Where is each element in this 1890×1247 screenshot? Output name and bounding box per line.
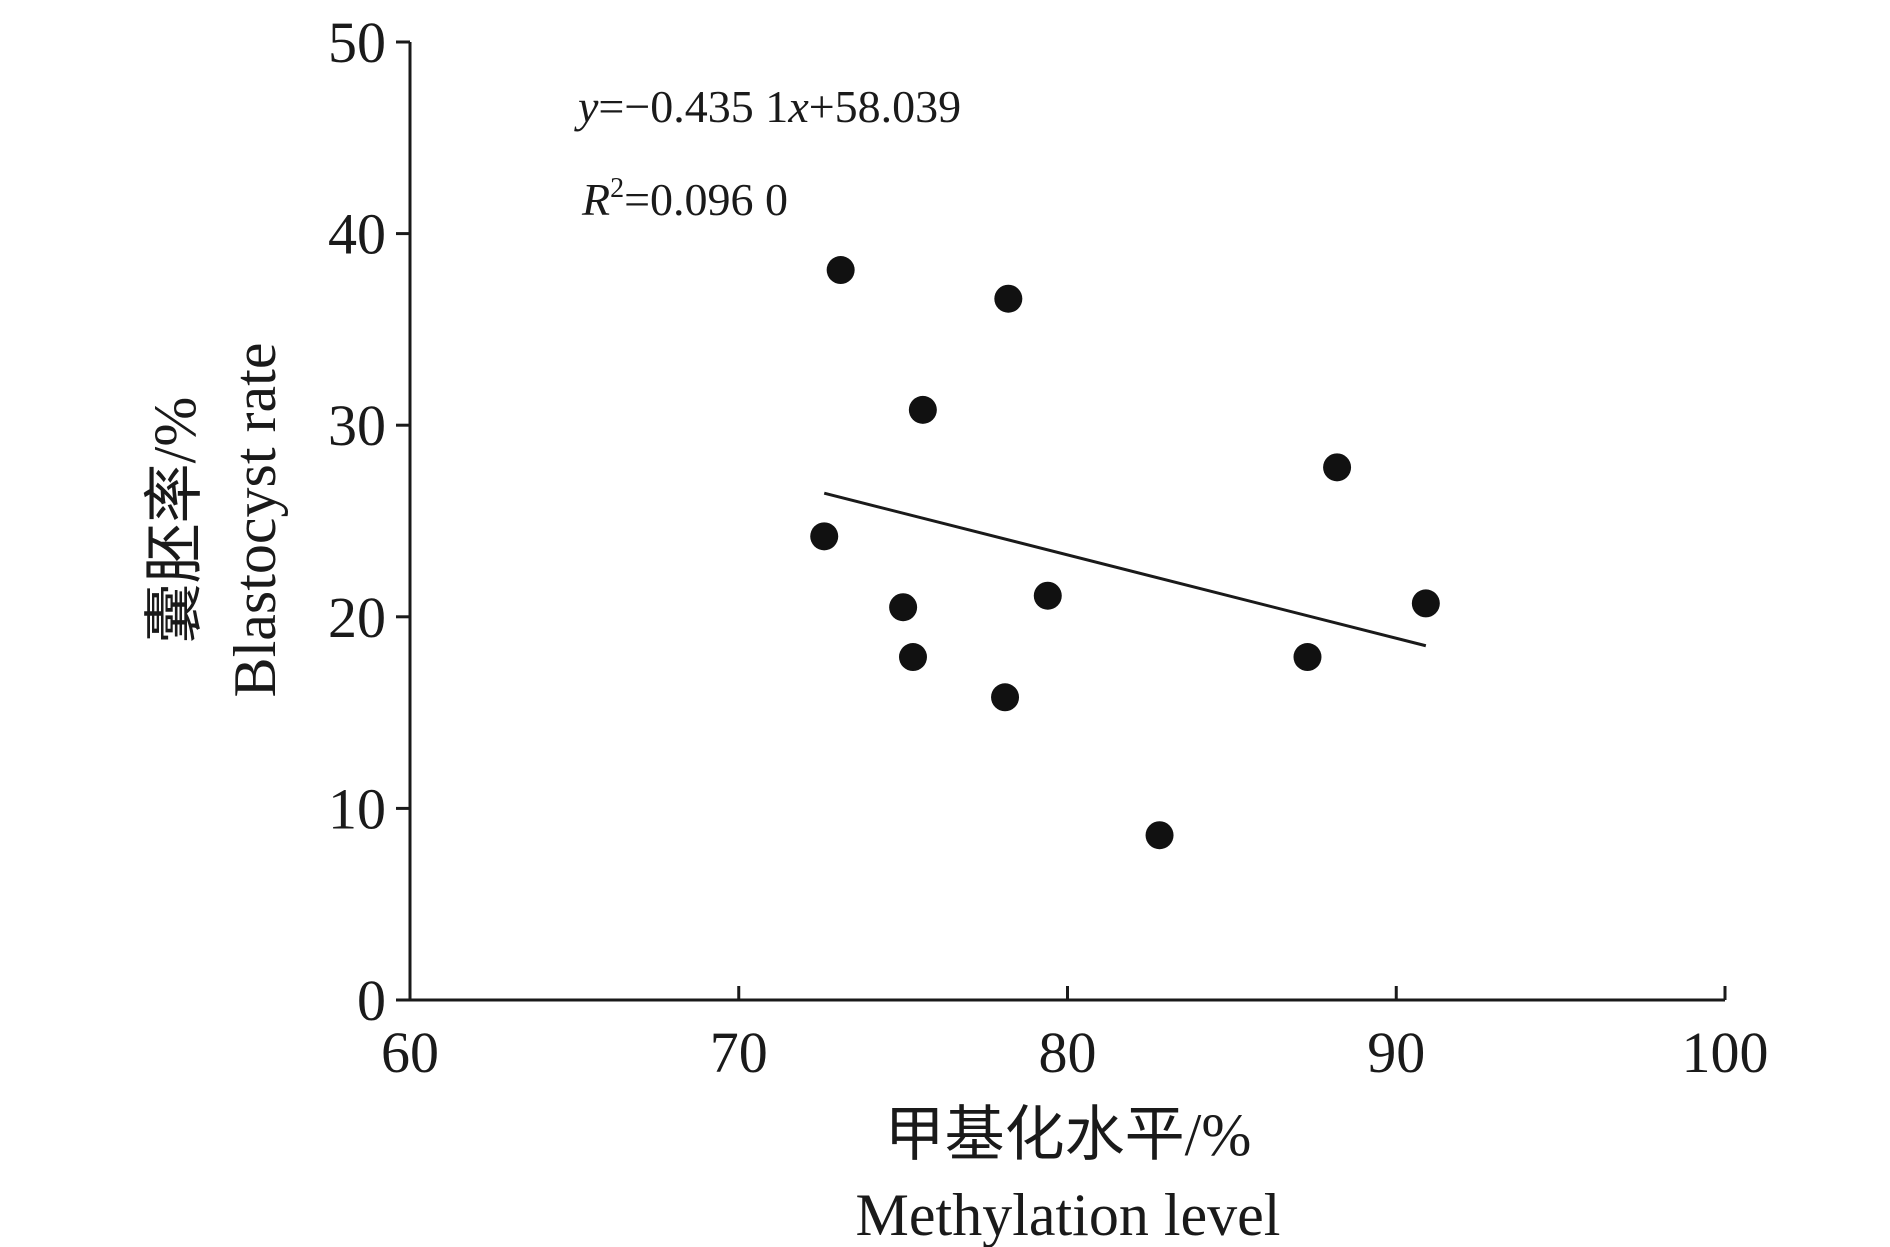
x-tick-label: 80 — [1039, 1020, 1097, 1085]
data-point — [826, 256, 855, 285]
data-point — [991, 683, 1020, 712]
data-point — [908, 395, 937, 424]
r-squared-annotation: R2=0.096 0 — [581, 173, 788, 225]
equation-var-x: x — [787, 81, 809, 132]
y-axis-title-en: Blastocyst rate — [222, 343, 288, 698]
x-axis-title-en: Methylation level — [856, 1182, 1281, 1247]
y-axis-title-cn: 囊胚率/% — [142, 397, 208, 644]
r-squared-var: R — [581, 174, 610, 225]
y-tick-label: 20 — [328, 585, 386, 650]
data-point — [994, 284, 1023, 313]
regression-equation: y=−0.435 1x+58.039 — [574, 81, 961, 132]
y-axis-ticks: 0 10 20 30 40 50 — [328, 10, 410, 1033]
y-tick-label: 0 — [357, 968, 386, 1033]
data-point — [1033, 581, 1062, 610]
data-point — [889, 593, 918, 622]
x-axis-ticks: 60 70 80 90 100 — [381, 986, 1769, 1085]
y-tick-label: 50 — [328, 10, 386, 75]
data-points — [810, 256, 1440, 850]
data-point — [1323, 453, 1352, 482]
data-point — [810, 522, 839, 551]
r-squared-value: =0.096 0 — [624, 174, 788, 225]
x-tick-label: 70 — [710, 1020, 768, 1085]
x-tick-label: 90 — [1367, 1020, 1425, 1085]
data-point — [1293, 643, 1322, 672]
x-axis-title-cn: 甲基化水平/% — [885, 1102, 1252, 1168]
data-point — [898, 643, 927, 672]
data-point — [1411, 589, 1440, 618]
y-tick-label: 40 — [328, 202, 386, 267]
y-tick-label: 30 — [328, 393, 386, 458]
x-tick-label: 60 — [381, 1020, 439, 1085]
equation-part-2: +58.039 — [809, 81, 961, 132]
y-tick-label: 10 — [328, 776, 386, 841]
data-point — [1145, 821, 1174, 850]
equation-part-1: =−0.435 1 — [598, 81, 788, 132]
x-tick-label: 100 — [1682, 1020, 1769, 1085]
r-squared-superscript: 2 — [610, 173, 624, 204]
trend-line — [823, 491, 1427, 648]
equation-var-y: y — [574, 81, 599, 132]
